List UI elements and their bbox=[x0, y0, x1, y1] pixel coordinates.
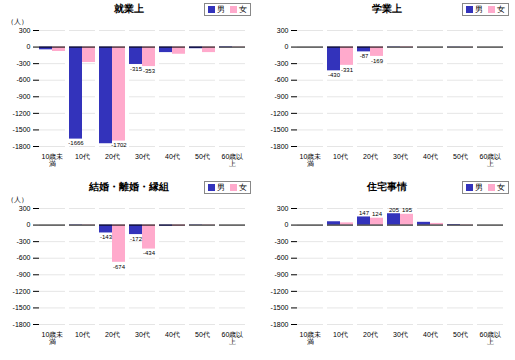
html-text:結婚・離婚・縁組: 結婚・離婚・縁組 bbox=[88, 181, 169, 192]
html-text:男: 男 bbox=[475, 5, 483, 14]
html-text:男: 男 bbox=[217, 183, 225, 192]
svg-text:40代: 40代 bbox=[423, 153, 438, 160]
svg-text:-300: -300 bbox=[274, 238, 288, 245]
svg-text:124: 124 bbox=[372, 211, 383, 217]
svg-text:-1500: -1500 bbox=[271, 304, 289, 311]
svg-text:60歳以上: 60歳以上 bbox=[480, 153, 502, 167]
html-text:住宅事情: 住宅事情 bbox=[366, 181, 407, 192]
svg-text:-1200: -1200 bbox=[271, 110, 289, 117]
svg-text:20代: 20代 bbox=[105, 153, 120, 160]
html-text:就業上: 就業上 bbox=[113, 3, 144, 14]
svg-text:-353: -353 bbox=[143, 68, 156, 74]
svg-text:-172: -172 bbox=[130, 236, 143, 242]
svg-text:-300: -300 bbox=[16, 60, 30, 67]
svg-text:0: 0 bbox=[285, 221, 289, 228]
svg-text:-1800: -1800 bbox=[13, 143, 31, 150]
svg-text:50代: 50代 bbox=[453, 153, 468, 160]
svg-text:30代: 30代 bbox=[393, 153, 408, 160]
svg-text:10代: 10代 bbox=[333, 153, 348, 160]
svg-text:-1500: -1500 bbox=[13, 126, 31, 133]
svg-text:300: 300 bbox=[277, 27, 289, 34]
svg-text:-900: -900 bbox=[274, 93, 288, 100]
svg-text:10代: 10代 bbox=[75, 331, 90, 338]
svg-text:10歳未満: 10歳未満 bbox=[42, 331, 64, 345]
svg-text:50代: 50代 bbox=[195, 153, 210, 160]
svg-text:40代: 40代 bbox=[423, 331, 438, 338]
svg-text:-1500: -1500 bbox=[13, 304, 31, 311]
svg-text:（人）: （人） bbox=[7, 18, 28, 26]
svg-text:195: 195 bbox=[402, 207, 413, 213]
svg-text:-169: -169 bbox=[371, 58, 384, 64]
svg-text:20代: 20代 bbox=[363, 153, 378, 160]
svg-text:50代: 50代 bbox=[195, 331, 210, 338]
svg-text:-430: -430 bbox=[328, 72, 341, 78]
svg-text:10歳未満: 10歳未満 bbox=[300, 153, 322, 167]
svg-text:40代: 40代 bbox=[165, 153, 180, 160]
svg-text:-1800: -1800 bbox=[13, 321, 31, 328]
svg-text:10歳未満: 10歳未満 bbox=[42, 153, 64, 167]
svg-text:20代: 20代 bbox=[363, 331, 378, 338]
svg-text:-1666: -1666 bbox=[68, 140, 84, 146]
svg-text:0: 0 bbox=[285, 43, 289, 50]
svg-text:-900: -900 bbox=[274, 271, 288, 278]
svg-text:-900: -900 bbox=[16, 271, 30, 278]
html-text:女: 女 bbox=[497, 5, 505, 14]
svg-text:0: 0 bbox=[27, 221, 31, 228]
html-text:女: 女 bbox=[239, 5, 247, 14]
html-text:男: 男 bbox=[475, 183, 483, 192]
svg-text:60歳以上: 60歳以上 bbox=[222, 331, 244, 345]
svg-text:10歳未満: 10歳未満 bbox=[300, 331, 322, 345]
svg-text:30代: 30代 bbox=[135, 331, 150, 338]
svg-text:-600: -600 bbox=[274, 76, 288, 83]
svg-text:30代: 30代 bbox=[393, 331, 408, 338]
html-text:男: 男 bbox=[217, 5, 225, 14]
svg-text:-600: -600 bbox=[274, 254, 288, 261]
svg-text:205: 205 bbox=[389, 207, 400, 213]
svg-text:-1200: -1200 bbox=[13, 288, 31, 295]
svg-text:-434: -434 bbox=[143, 250, 156, 256]
svg-text:-315: -315 bbox=[130, 66, 143, 72]
svg-text:-1800: -1800 bbox=[271, 321, 289, 328]
svg-text:-331: -331 bbox=[341, 67, 354, 73]
svg-text:-300: -300 bbox=[16, 238, 30, 245]
svg-text:300: 300 bbox=[277, 205, 289, 212]
svg-text:-300: -300 bbox=[274, 60, 288, 67]
html-text:学業上: 学業上 bbox=[371, 3, 402, 14]
svg-text:-900: -900 bbox=[16, 93, 30, 100]
svg-text:20代: 20代 bbox=[105, 331, 120, 338]
svg-text:-1500: -1500 bbox=[271, 126, 289, 133]
svg-text:-1200: -1200 bbox=[13, 110, 31, 117]
svg-text:-1800: -1800 bbox=[271, 143, 289, 150]
svg-text:-600: -600 bbox=[16, 254, 30, 261]
svg-text:10代: 10代 bbox=[75, 153, 90, 160]
svg-text:-143: -143 bbox=[100, 234, 113, 240]
svg-text:0: 0 bbox=[27, 43, 31, 50]
svg-text:（人）: （人） bbox=[7, 196, 28, 204]
html-text:女: 女 bbox=[239, 183, 247, 192]
svg-text:-600: -600 bbox=[16, 76, 30, 83]
svg-text:-674: -674 bbox=[113, 264, 126, 270]
svg-text:147: 147 bbox=[359, 210, 370, 216]
svg-text:60歳以上: 60歳以上 bbox=[222, 153, 244, 167]
svg-text:-1702: -1702 bbox=[111, 142, 127, 148]
svg-text:-1200: -1200 bbox=[271, 288, 289, 295]
svg-text:300: 300 bbox=[19, 205, 31, 212]
svg-text:40代: 40代 bbox=[165, 331, 180, 338]
svg-text:60歳以上: 60歳以上 bbox=[480, 331, 502, 345]
svg-text:-87: -87 bbox=[360, 53, 369, 59]
svg-text:10代: 10代 bbox=[333, 331, 348, 338]
svg-text:30代: 30代 bbox=[135, 153, 150, 160]
svg-text:50代: 50代 bbox=[453, 331, 468, 338]
svg-text:300: 300 bbox=[19, 27, 31, 34]
html-text:女: 女 bbox=[497, 183, 505, 192]
